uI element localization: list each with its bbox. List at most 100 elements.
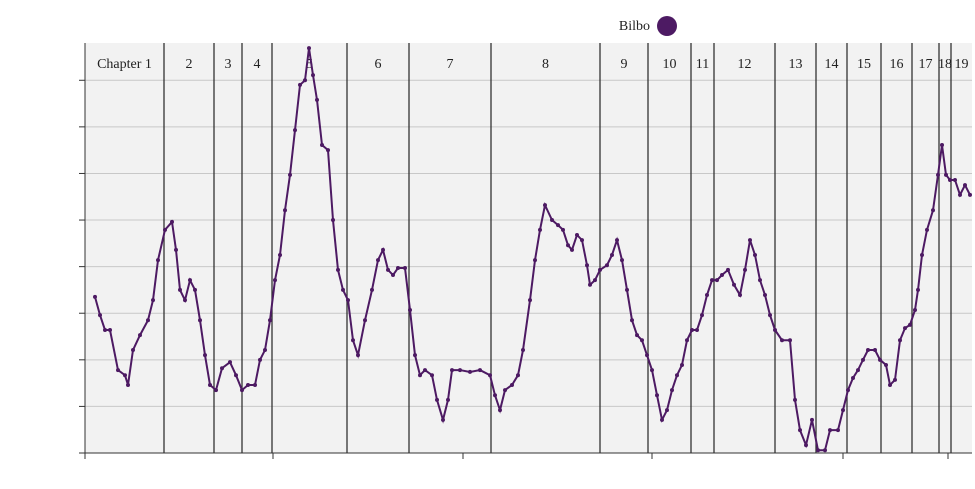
point: [836, 428, 840, 433]
chapter-label: 11: [696, 57, 709, 72]
point: [720, 273, 724, 278]
point: [670, 388, 674, 393]
point: [356, 353, 360, 358]
point: [841, 408, 845, 413]
point: [93, 294, 97, 299]
point: [866, 348, 870, 353]
point: [585, 263, 589, 268]
point: [570, 247, 574, 252]
point: [246, 382, 250, 387]
point: [598, 267, 602, 272]
point: [561, 227, 565, 232]
point: [763, 293, 767, 298]
legend-swatch: [657, 16, 677, 36]
point: [556, 223, 560, 228]
point: [203, 353, 207, 358]
point: [828, 428, 832, 433]
point: [478, 368, 482, 373]
point: [953, 177, 957, 182]
point: [503, 388, 507, 393]
point: [293, 128, 297, 133]
point: [620, 258, 624, 263]
point: [163, 227, 167, 232]
point: [884, 362, 888, 367]
point: [336, 267, 340, 272]
point: [846, 388, 850, 393]
point: [856, 368, 860, 373]
point: [386, 267, 390, 272]
chapter-label: 7: [447, 57, 454, 72]
point: [913, 307, 917, 312]
point: [665, 408, 669, 413]
point: [288, 172, 292, 177]
point: [940, 143, 944, 148]
point: [916, 287, 920, 292]
point: [331, 218, 335, 223]
chapter-label: 10: [663, 57, 677, 72]
point: [963, 183, 967, 188]
point: [320, 143, 324, 148]
chapter-label: 19: [955, 57, 969, 72]
legend-label: Bilbo: [619, 19, 650, 34]
chapter-label: 4: [254, 57, 261, 72]
point: [268, 318, 272, 323]
point: [498, 408, 502, 413]
point: [732, 282, 736, 287]
point: [580, 238, 584, 243]
chapter-label: 9: [621, 57, 628, 72]
point: [170, 219, 174, 224]
point: [538, 227, 542, 232]
point: [810, 417, 814, 422]
point: [273, 278, 277, 283]
point: [738, 293, 742, 298]
point: [680, 362, 684, 367]
point: [413, 353, 417, 358]
point: [675, 373, 679, 378]
point: [468, 369, 472, 374]
point: [311, 73, 315, 78]
chapter-label: 2: [186, 57, 193, 72]
point: [715, 278, 719, 283]
point: [283, 208, 287, 213]
point: [593, 278, 597, 283]
point: [625, 287, 629, 292]
point: [610, 252, 614, 257]
point: [700, 313, 704, 318]
point: [156, 258, 160, 263]
chapter-label: 14: [825, 57, 839, 72]
point: [533, 258, 537, 263]
plot-background: [85, 43, 972, 453]
point: [430, 373, 434, 378]
point: [315, 97, 319, 102]
point: [898, 338, 902, 343]
point: [178, 287, 182, 292]
chapter-label: 3: [225, 57, 232, 72]
point: [685, 338, 689, 343]
point: [615, 238, 619, 243]
point: [435, 397, 439, 402]
point: [804, 443, 808, 448]
point: [228, 360, 232, 365]
point: [510, 382, 514, 387]
point: [126, 382, 130, 387]
point: [768, 313, 772, 318]
point: [780, 338, 784, 343]
point: [650, 368, 654, 373]
point: [773, 328, 777, 332]
point: [351, 338, 355, 343]
point: [726, 267, 730, 272]
point: [645, 353, 649, 358]
chapter-label: 16: [890, 57, 904, 72]
point: [441, 417, 445, 422]
point: [423, 368, 427, 373]
point: [748, 238, 752, 243]
point: [908, 322, 912, 327]
point: [816, 448, 820, 453]
point: [888, 382, 892, 387]
point: [958, 192, 962, 197]
chapter-label: 13: [789, 57, 803, 72]
point: [174, 247, 178, 252]
point: [131, 348, 135, 353]
point: [123, 373, 127, 378]
point: [391, 273, 395, 278]
